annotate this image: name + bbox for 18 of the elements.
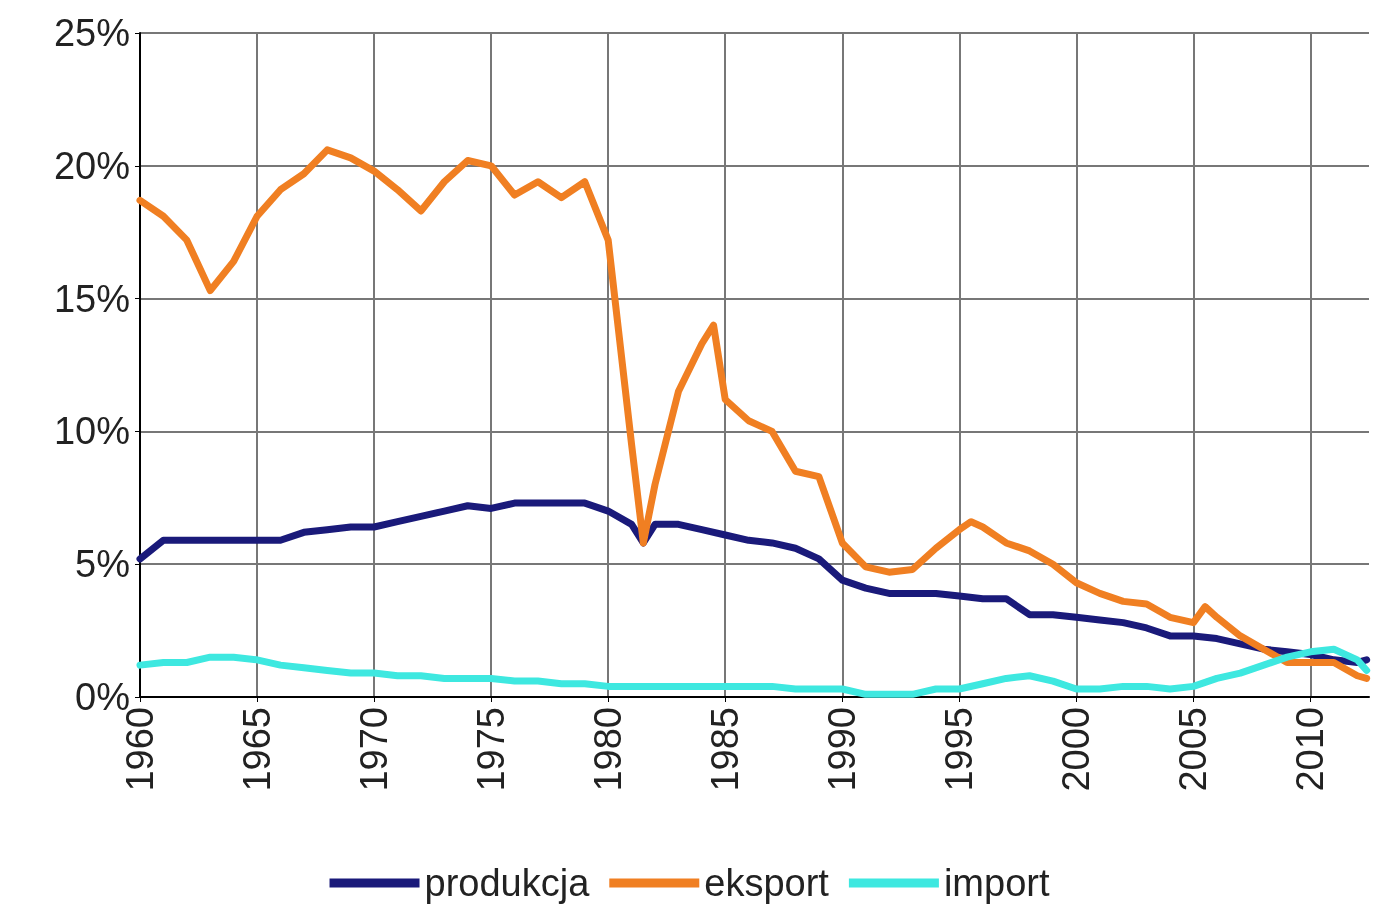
- x-tick-label: 2010: [1289, 707, 1332, 792]
- legend-label: import: [943, 862, 1050, 904]
- legend-label: produkcja: [424, 862, 591, 904]
- x-tick-label: 1980: [587, 707, 630, 792]
- y-tick-label: 25%: [53, 12, 130, 54]
- legend-label: eksport: [704, 862, 830, 904]
- x-tick-label: 1975: [470, 707, 513, 792]
- x-tick-label: 2000: [1055, 707, 1098, 792]
- y-tick-label: 20%: [53, 144, 130, 187]
- y-tick-label: 5%: [75, 543, 130, 586]
- x-tick-label: 1965: [236, 707, 279, 792]
- x-tick-label: 1995: [938, 707, 981, 792]
- x-tick-label: 1990: [821, 707, 864, 792]
- x-tick-label: 1970: [353, 707, 396, 792]
- y-tick-label: 15%: [53, 277, 130, 320]
- x-tick-label: 1985: [704, 707, 747, 792]
- y-tick-label: 10%: [53, 410, 130, 453]
- x-tick-label: 2005: [1172, 707, 1215, 792]
